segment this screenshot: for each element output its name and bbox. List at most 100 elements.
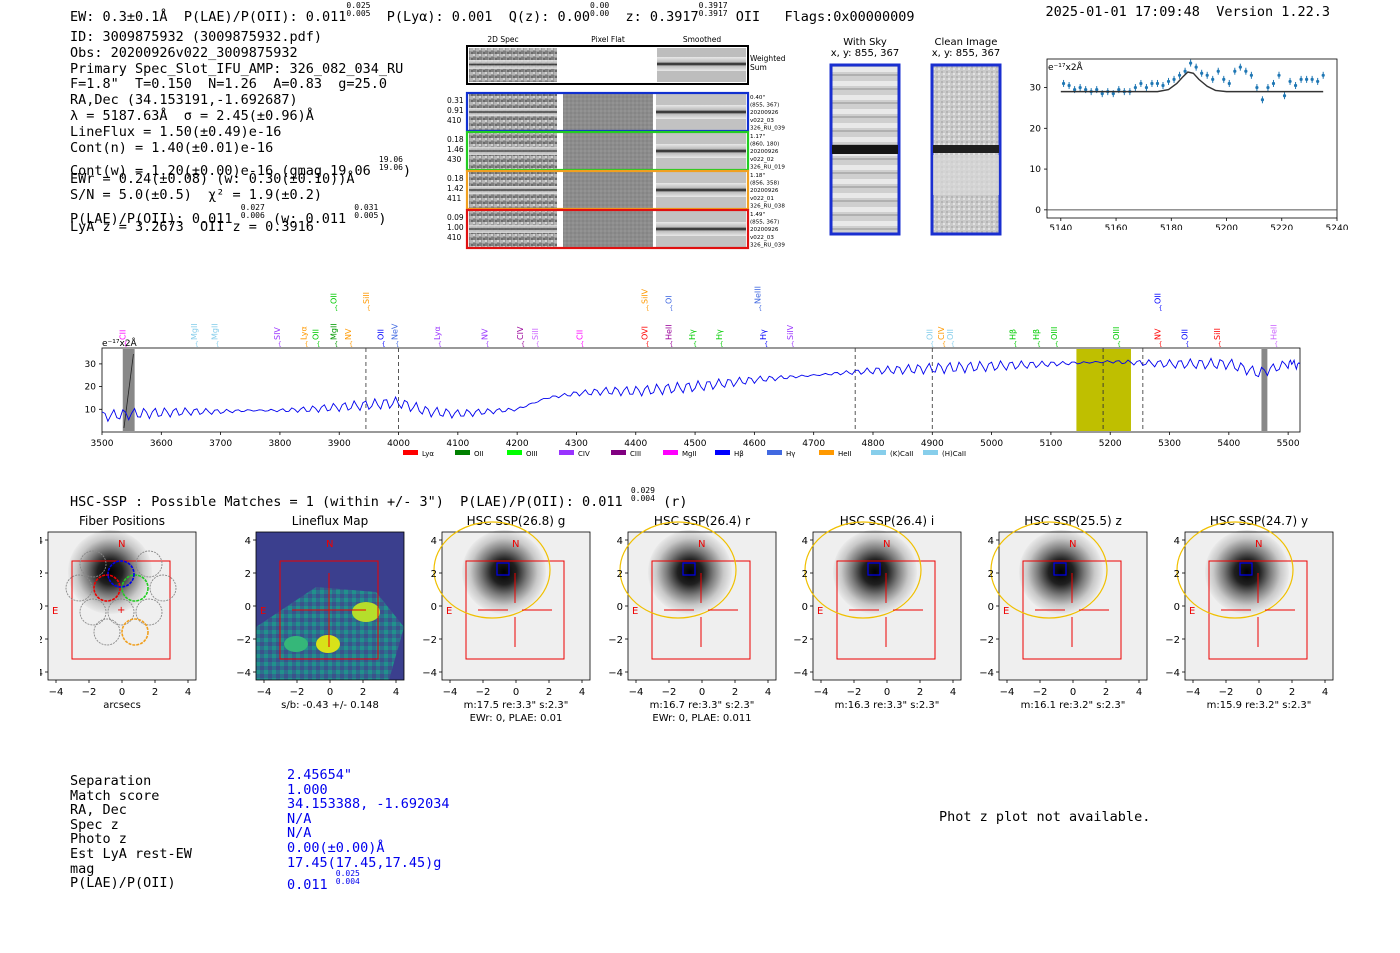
panel-xtick-3-2: 0: [699, 687, 705, 698]
line-tick-32: {: [1117, 341, 1121, 348]
galaxy-4: [833, 530, 917, 614]
line-tick-5: {: [316, 341, 320, 348]
full-xtick-10: 4500: [684, 439, 707, 449]
phot-z-message: Phot z plot not available.: [939, 809, 1151, 825]
line-tick-35: {: [1185, 341, 1189, 348]
zoom-point-10: [1117, 87, 1121, 92]
panel-xtick-1-4: 4: [393, 687, 399, 698]
panel-caption-2: m:17.5 re:3.3" s:2.3": [464, 700, 569, 711]
zoom-series: [1060, 59, 1325, 104]
match-label-mag: mag: [70, 860, 95, 877]
z-sup: 0.3917: [698, 1, 728, 10]
line-label-24: Hγ: [759, 329, 768, 340]
match-label-photoz: Photo z: [70, 831, 127, 848]
panel-xtick-2-4: 4: [579, 687, 585, 698]
zoom-point-14: [1139, 81, 1143, 86]
info-lyaz: LyA z = 3.2673 OII z = 0.3916: [70, 218, 314, 235]
cutout-col-2dspec: 2D Spec: [487, 35, 518, 44]
sky-panels: [829, 63, 1002, 236]
panel-ytick-2-0: 4: [431, 536, 437, 547]
line-tick-12: {: [438, 341, 442, 348]
ew-label: EW:: [70, 9, 95, 25]
zoom-chart-area: [1046, 58, 1338, 219]
panel-xtick-0-2: 0: [119, 687, 125, 698]
line-label-8: OII: [329, 293, 338, 304]
datetime: 2025-01-01 17:09:48: [1045, 4, 1200, 20]
hsc-text: HSC-SSP : Possible Matches = 1 (within +…: [70, 494, 623, 510]
zoom-point-34: [1249, 73, 1253, 77]
plae-sup: 0.025: [346, 1, 371, 10]
match-ellipse-4: [804, 521, 922, 619]
full-xtick-9: 4400: [624, 439, 647, 449]
line-tick-28: {: [951, 341, 955, 348]
panel-ytick-0-1: 2: [40, 569, 43, 580]
cutout-flat-0: [563, 94, 653, 130]
line-label-31: OIII: [1050, 327, 1059, 340]
zoom-xtick-4: 5220: [1270, 224, 1293, 230]
panel-xtick-1-2: 0: [327, 687, 333, 698]
east-label-4: E: [817, 606, 823, 617]
panel-ytick-5-1: 2: [988, 569, 994, 580]
panel-xtick-6-2: 0: [1256, 687, 1262, 698]
zoom-xtick-5: 5240: [1326, 224, 1349, 230]
panel-ytick-6-2: 0: [1174, 602, 1180, 613]
line-label-18: OI: [664, 295, 673, 304]
panel-xtick-1-0: −4: [257, 687, 272, 698]
north-label-1: N: [326, 539, 333, 550]
legend-label-8: HeII: [838, 450, 852, 458]
panel-title-6: HSC SSP(24.7) y: [1210, 514, 1308, 528]
cutout-right-1-1: (860, 180): [750, 142, 779, 148]
cutout-col-pixelflat: Pixel Flat: [591, 35, 625, 44]
with-sky-trace: [832, 145, 898, 154]
panel-ytick-0-4: −4: [40, 668, 43, 679]
match-value-plae-text: 0.011: [287, 877, 328, 894]
match-label-specz: Spec z: [70, 816, 119, 833]
cutout-left-2-2: 411: [447, 194, 462, 203]
info-plae-text: P(LAE)/P(OII): 0.011: [70, 210, 233, 227]
panel-caption-1: s/b: -0.43 +/- 0.148: [281, 700, 379, 711]
match-marker-3: [682, 562, 696, 576]
panel-ytick-6-1: 2: [1174, 569, 1180, 580]
full-spectrum-series: [101, 348, 1301, 432]
contw-sub: 19.06: [378, 163, 403, 173]
aperture-box-3: [651, 560, 751, 660]
zoom-ytick-3: 30: [1030, 84, 1041, 94]
line-tick-29: {: [1013, 341, 1017, 348]
panel-ytick-2-2: 0: [431, 602, 437, 613]
zoom-point-40: [1282, 94, 1287, 98]
zoom-point-45: [1310, 77, 1314, 81]
panel-ytick-0-0: 4: [40, 536, 43, 547]
legend-swatch-10: [923, 450, 938, 455]
aperture-box-2: [465, 560, 565, 660]
legend-label-6: Hβ: [734, 450, 744, 458]
panel-ytick-3-2: 0: [617, 602, 623, 613]
panel-xtick-4-4: 4: [950, 687, 956, 698]
line-label-17: SiIV: [641, 288, 650, 304]
info-plae-w-sub: 0.005: [354, 210, 379, 220]
cutout-smooth-band-3: [656, 222, 746, 236]
line-tick-6: {: [334, 341, 338, 348]
panel-5: HSC SSP(25.5) z N E 4 2 0 −2 −4 −4 −2 0 2 4 m:16.1 re…: [979, 514, 1148, 711]
match-label-plae: P(LAE)/P(OII): [70, 875, 176, 892]
panel-ytick-5-4: −4: [979, 668, 994, 679]
panel-xtick-4-2: 0: [884, 687, 890, 698]
match-marker-4: [867, 562, 881, 576]
with-sky-coords: x, y: 855, 367: [830, 48, 900, 59]
clean-image-mask: [933, 155, 999, 195]
legend-label-3: CIV: [578, 450, 590, 458]
match-value-separation: 2.45654": [287, 767, 353, 783]
weighted-sum-label-1: Weighted: [750, 54, 786, 63]
panel-caption-5: m:16.1 re:3.2" s:2.3": [1021, 700, 1126, 711]
timestamp-version: 2025-01-01 17:09:48 Version 1.22.3: [1046, 4, 1331, 20]
cutout-right-3-3: v022_03: [750, 235, 774, 241]
cutout-flat-2: [563, 172, 653, 208]
cutout-flat-3: [563, 211, 653, 247]
z-sub: 0.3917: [698, 9, 728, 18]
zoom-point-13: [1133, 85, 1137, 90]
line-label-23: NeIII: [753, 286, 762, 304]
zoom-point-39: [1277, 73, 1281, 77]
east-label-0: E: [52, 606, 58, 617]
panel-ytick-1-0: 4: [245, 536, 251, 547]
line-tick-1: {: [195, 341, 199, 348]
line-tick-11: {: [395, 341, 399, 348]
